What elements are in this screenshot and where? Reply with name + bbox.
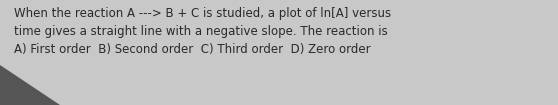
Polygon shape xyxy=(0,65,60,105)
Text: When the reaction A ---> B + C is studied, a plot of ln[A] versus
time gives a s: When the reaction A ---> B + C is studie… xyxy=(14,7,391,56)
